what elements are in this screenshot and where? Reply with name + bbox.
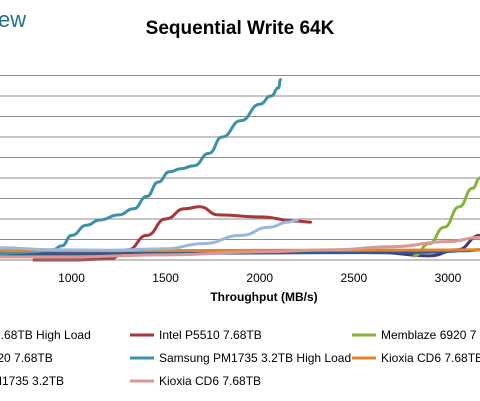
- x-axis-label: Throughput (MB/s): [210, 290, 317, 304]
- legend-label-3: 6920 7.68TB: [0, 351, 53, 365]
- series-line-1: [32, 205, 313, 262]
- series-lines: [0, 78, 480, 262]
- legend-label-4: Samsung PM1735 3.2TB High Load: [159, 351, 351, 365]
- legend-label-0: 0 7.68TB High Load: [0, 328, 91, 342]
- legend: 0 7.68TB High Load Intel P5510 7.68TB Memb…: [0, 328, 480, 388]
- legend-label-2: Memblaze 6920 7: [381, 328, 477, 342]
- legend-entry-0: 0 7.68TB High Load: [0, 328, 91, 342]
- x-tick-label-1: 1500: [152, 271, 179, 285]
- legend-label-1: Intel P5510 7.68TB: [159, 328, 262, 342]
- legend-label-6: PM1735 3.2TB: [0, 374, 64, 388]
- legend-entry-6: PM1735 3.2TB: [0, 374, 64, 388]
- legend-entry-7: Kioxia CD6 7.68TB: [130, 374, 261, 388]
- legend-entry-5: Kioxia CD6 7.68TB: [352, 351, 480, 365]
- x-tick-label-2: 2000: [246, 271, 273, 285]
- legend-entry-3: 6920 7.68TB: [0, 351, 53, 365]
- x-tick-labels: 1000 1500 2000 2500 3000: [58, 271, 461, 285]
- legend-label-5: Kioxia CD6 7.68TB: [381, 351, 480, 365]
- legend-entry-2: Memblaze 6920 7: [352, 328, 477, 342]
- legend-entry-1: Intel P5510 7.68TB: [130, 328, 262, 342]
- gridlines: [0, 75, 480, 240]
- chart-title: Sequential Write 64K: [146, 18, 335, 39]
- legend-entry-4: Samsung PM1735 3.2TB High Load: [130, 351, 351, 365]
- brand-fragment: ew: [0, 7, 26, 32]
- legend-label-7: Kioxia CD6 7.68TB: [159, 374, 261, 388]
- x-tick-label-4: 3000: [435, 271, 462, 285]
- series-line-4: [0, 78, 282, 256]
- x-tick-label-0: 1000: [58, 271, 85, 285]
- series-line-6: [0, 218, 299, 252]
- x-tick-label-3: 2500: [341, 271, 368, 285]
- series-line-7: [0, 235, 480, 259]
